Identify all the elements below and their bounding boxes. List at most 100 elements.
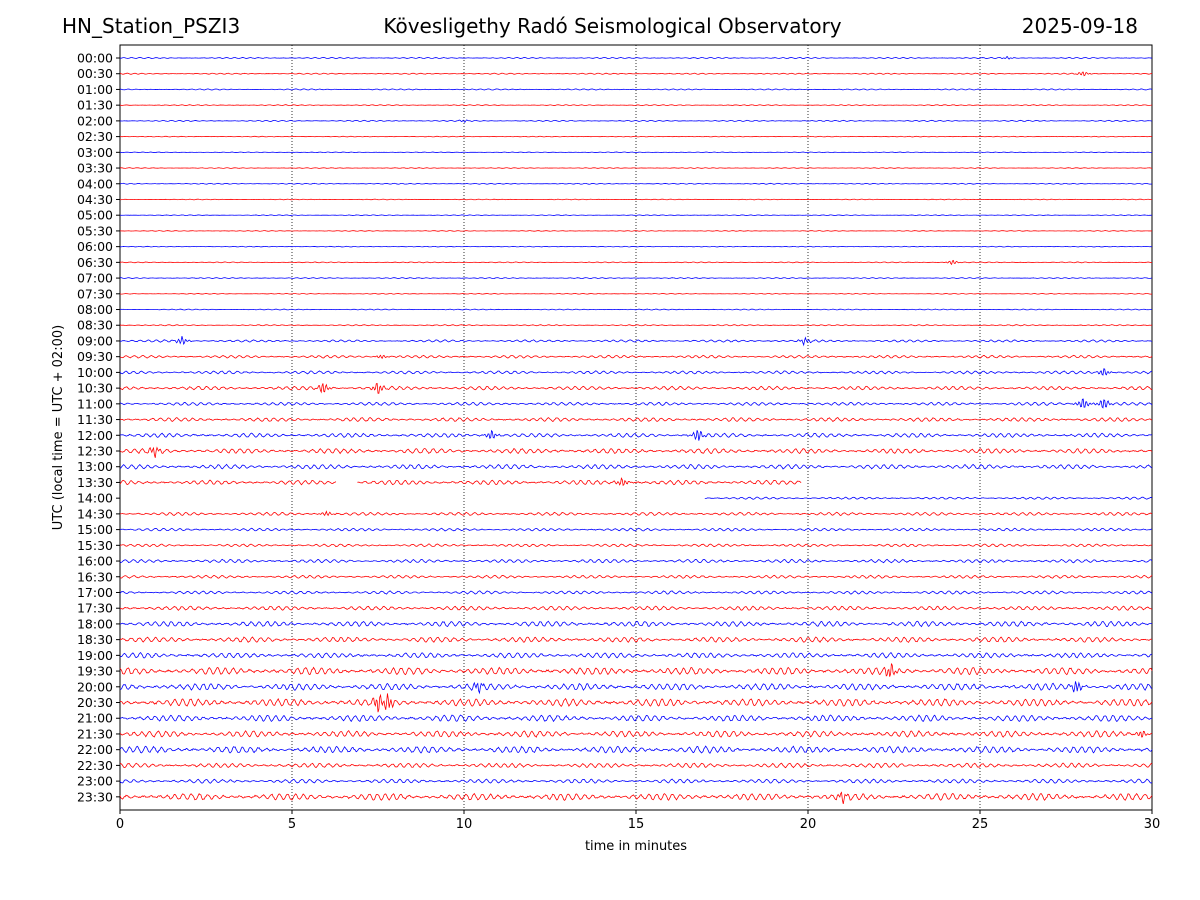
x-tick-label: 20 — [800, 817, 817, 832]
trace-1930 — [119, 663, 1153, 677]
trace-0930 — [119, 354, 1153, 359]
y-tick-label: 03:00 — [77, 145, 113, 160]
trace-1700 — [119, 590, 1153, 595]
trace-1000 — [119, 368, 1153, 376]
y-tick-label: 23:00 — [77, 774, 113, 789]
trace-0800 — [119, 308, 1153, 311]
trace-2130 — [119, 730, 1153, 738]
y-tick-label: 14:00 — [77, 491, 113, 506]
trace-1600 — [119, 558, 1153, 564]
trace-0230 — [119, 135, 1153, 138]
trace-2030 — [119, 693, 1153, 713]
x-tick-label: 15 — [628, 817, 645, 832]
trace-1630 — [119, 574, 1153, 579]
y-tick-label: 10:30 — [77, 381, 113, 396]
y-tick-label: 06:00 — [77, 239, 113, 254]
y-tick-label: 23:30 — [77, 789, 113, 804]
plot-frame — [119, 44, 1153, 811]
y-tick-label: 20:30 — [77, 695, 113, 710]
trace-1400 — [704, 496, 1153, 500]
trace-0730 — [119, 293, 1153, 295]
trace-2200 — [119, 745, 1153, 754]
y-tick-label: 21:30 — [77, 726, 113, 741]
x-tick-label: 0 — [116, 817, 124, 832]
trace-0430 — [119, 198, 1153, 201]
trace-0400 — [119, 182, 1153, 185]
y-tick-label: 21:00 — [77, 711, 113, 726]
y-tick-label: 15:30 — [77, 538, 113, 553]
y-tick-label: 05:00 — [77, 208, 113, 223]
y-tick-label: 03:30 — [77, 161, 113, 176]
trace-2000 — [119, 681, 1153, 695]
y-tick-label: 20:00 — [77, 679, 113, 694]
y-tick-label: 07:30 — [77, 286, 113, 301]
trace-1330 — [119, 477, 802, 487]
y-axis-label: UTC (local time = UTC + 02:00) — [51, 325, 66, 530]
y-tick-label: 06:30 — [77, 255, 113, 270]
y-tick-label: 19:30 — [77, 664, 113, 679]
y-tick-label: 11:00 — [77, 396, 113, 411]
y-tick-label: 04:00 — [77, 176, 113, 191]
trace-0130 — [119, 104, 1153, 107]
trace-0700 — [119, 277, 1153, 279]
trace-1230 — [119, 446, 1153, 458]
y-tick-label: 18:00 — [77, 616, 113, 631]
y-tick-label: 13:00 — [77, 459, 113, 474]
trace-2330 — [119, 791, 1153, 804]
trace-0300 — [119, 151, 1153, 154]
trace-0100 — [119, 88, 1153, 91]
x-axis-label: time in minutes — [585, 839, 687, 854]
y-tick-label: 15:00 — [77, 522, 113, 537]
y-tick-label: 07:00 — [77, 271, 113, 286]
y-tick-label: 18:30 — [77, 632, 113, 647]
trace-1730 — [119, 605, 1153, 611]
y-tick-label: 16:00 — [77, 554, 113, 569]
trace-1100 — [119, 398, 1153, 409]
trace-1530 — [119, 543, 1153, 548]
station-label: HN_Station_PSZI3 — [62, 14, 241, 38]
trace-0830 — [119, 324, 1152, 327]
y-tick-label: 04:30 — [77, 192, 113, 207]
x-tick-label: 5 — [288, 817, 296, 832]
y-tick-label: 05:30 — [77, 223, 113, 238]
trace-0600 — [120, 245, 1153, 248]
y-tick-label: 17:30 — [77, 601, 113, 616]
trace-0530 — [120, 230, 1153, 232]
trace-1830 — [119, 636, 1153, 643]
y-tick-label: 00:00 — [77, 51, 113, 66]
y-tick-label: 08:00 — [77, 302, 113, 317]
trace-1430 — [119, 510, 1153, 517]
y-tick-label: 02:30 — [77, 129, 113, 144]
y-tick-label: 22:30 — [77, 758, 113, 773]
y-tick-label: 01:00 — [77, 82, 113, 97]
trace-0200 — [119, 119, 1153, 123]
y-tick-label: 13:30 — [77, 475, 113, 490]
y-tick-label: 00:30 — [77, 66, 113, 81]
y-tick-label: 16:30 — [77, 569, 113, 584]
x-tick-label: 30 — [1144, 817, 1161, 832]
y-tick-label: 14:30 — [77, 506, 113, 521]
trace-0330 — [119, 167, 1153, 169]
trace-1800 — [119, 620, 1153, 628]
trace-0630 — [119, 259, 1153, 266]
trace-0500 — [119, 214, 1153, 216]
y-tick-label: 12:30 — [77, 444, 113, 459]
y-tick-label: 02:00 — [77, 113, 113, 128]
y-tick-label: 17:00 — [77, 585, 113, 600]
trace-0000 — [119, 56, 1153, 60]
y-tick-label: 12:00 — [77, 428, 113, 443]
y-tick-label: 10:00 — [77, 365, 113, 380]
y-tick-label: 22:00 — [77, 742, 113, 757]
y-tick-label: 09:30 — [77, 349, 113, 364]
y-tick-label: 01:30 — [77, 98, 113, 113]
trace-1130 — [119, 417, 1153, 423]
trace-1200 — [119, 429, 1153, 441]
trace-2300 — [119, 778, 1153, 784]
y-tick-label: 11:30 — [77, 412, 113, 427]
y-tick-label: 09:00 — [77, 333, 113, 348]
y-tick-label: 19:00 — [77, 648, 113, 663]
trace-1500 — [119, 527, 1152, 532]
x-tick-label: 10 — [456, 817, 473, 832]
trace-2230 — [119, 762, 1153, 769]
